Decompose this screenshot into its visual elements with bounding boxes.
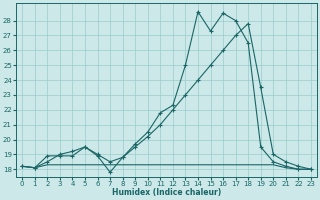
X-axis label: Humidex (Indice chaleur): Humidex (Indice chaleur) [112,188,221,197]
